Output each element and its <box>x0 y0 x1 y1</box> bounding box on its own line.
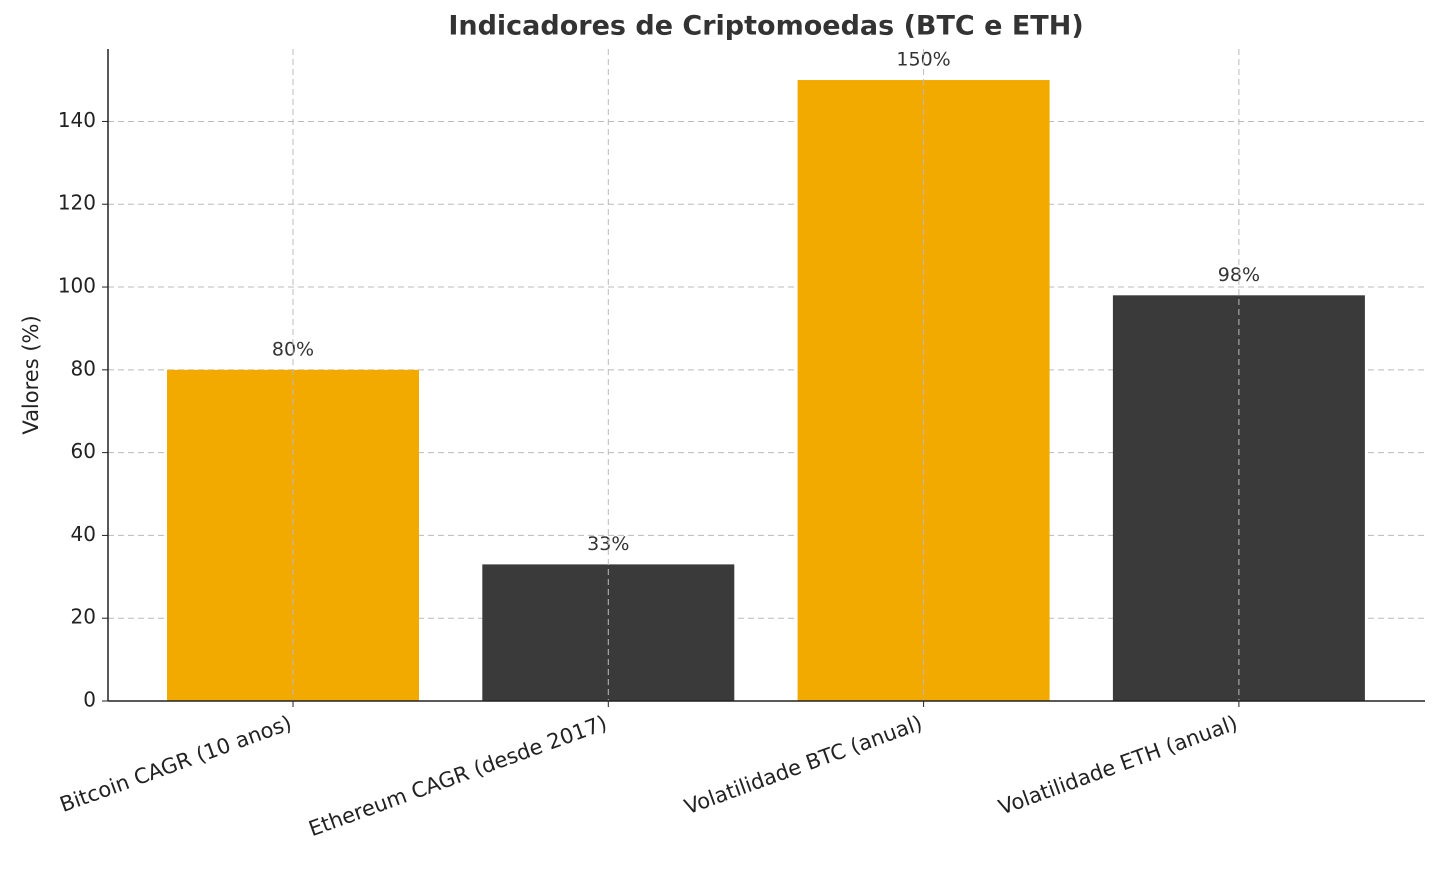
y-tick-label: 80 <box>71 356 96 380</box>
y-tick-label: 60 <box>71 439 96 463</box>
x-tick-label: Bitcoin CAGR (10 anos) <box>57 711 295 817</box>
bar <box>167 369 419 701</box>
y-tick-label: 0 <box>83 688 96 712</box>
y-tick-label: 20 <box>71 605 96 629</box>
x-tick-label: Ethereum CAGR (desde 2017) <box>305 711 610 841</box>
x-tick-label: Volatilidade BTC (anual) <box>681 711 925 819</box>
y-axis-label: Valores (%) <box>19 315 43 434</box>
chart-title: Indicadores de Criptomoedas (BTC e ETH) <box>448 11 1083 42</box>
x-tick-label: Volatilidade ETH (anual) <box>995 711 1240 820</box>
y-tick-label: 120 <box>58 191 96 215</box>
y-tick-label: 40 <box>71 522 96 546</box>
y-tick-label: 140 <box>58 108 96 132</box>
y-tick-label: 100 <box>58 274 96 298</box>
